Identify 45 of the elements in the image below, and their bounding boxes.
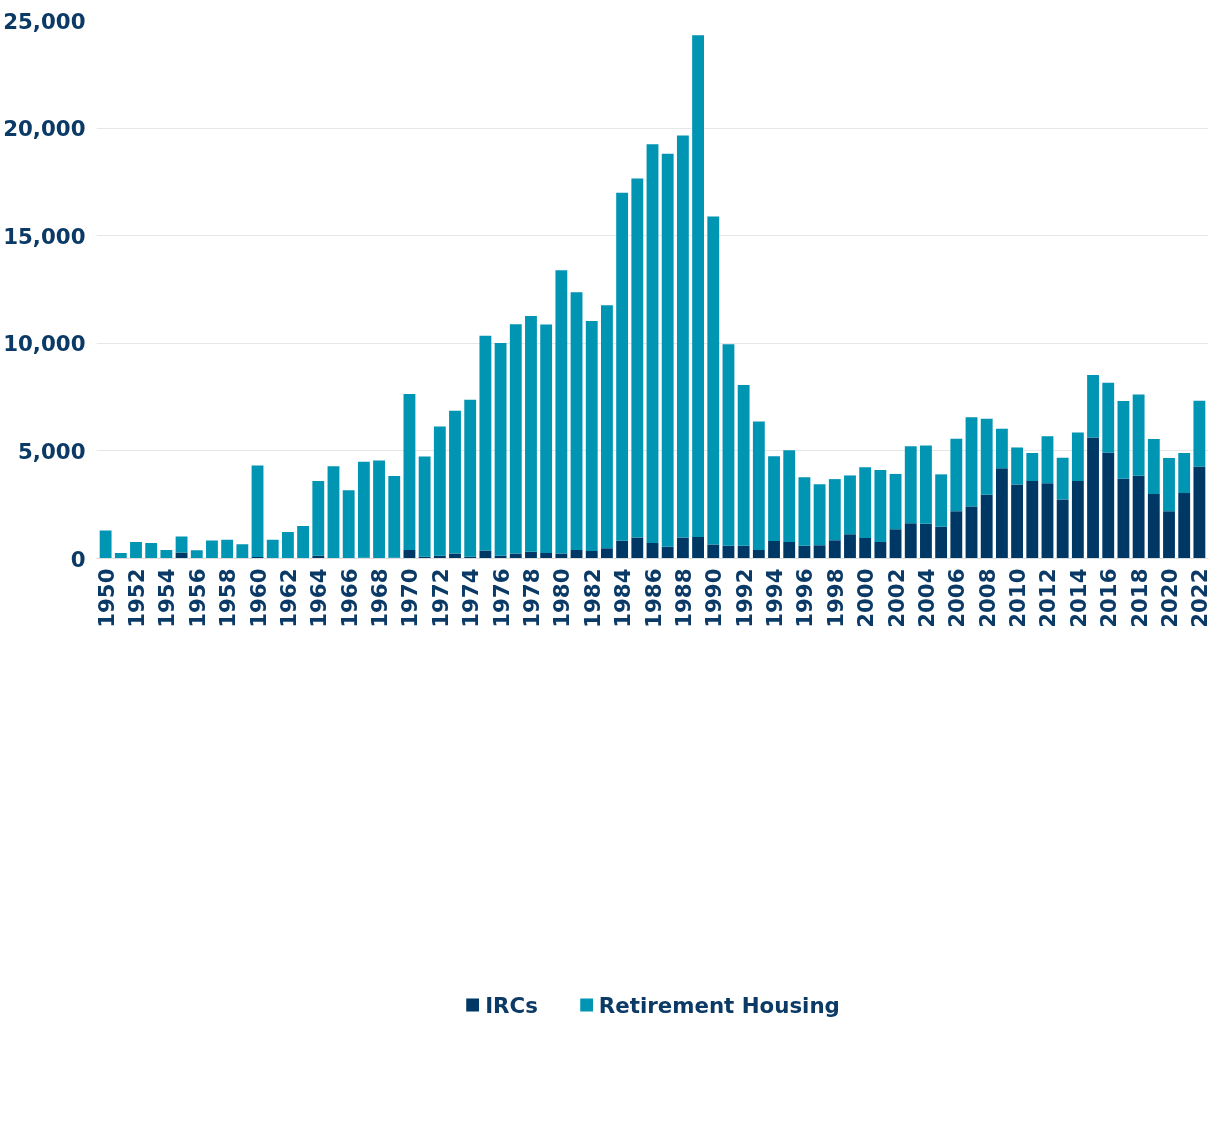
- x-tick-label: 2016: [1096, 568, 1122, 628]
- x-tick-label: 1984: [610, 568, 636, 628]
- x-tick-label: 2018: [1126, 568, 1152, 628]
- x-tick-label: 1980: [549, 568, 575, 628]
- x-tick-label: 1982: [579, 568, 605, 628]
- y-tick-label: 25,000: [3, 8, 86, 34]
- x-tick-label: 1950: [93, 568, 119, 628]
- x-tick-label: 2014: [1065, 568, 1091, 628]
- x-tick-label: 1998: [822, 568, 848, 628]
- x-tick-label: 1978: [518, 568, 544, 628]
- x-tick-label: 1970: [397, 568, 423, 628]
- legend-label: IRCs: [485, 992, 538, 1018]
- x-tick-label: 1972: [427, 568, 453, 628]
- x-tick-label: 2012: [1035, 568, 1061, 628]
- x-tick-label: 2010: [1005, 568, 1031, 628]
- x-tick-label: 1956: [184, 568, 210, 628]
- x-tick-label: 1954: [154, 568, 180, 628]
- legend-label: Retirement Housing: [598, 992, 840, 1018]
- x-tick-label: 2002: [883, 568, 909, 628]
- x-tick-label: 1994: [762, 568, 788, 628]
- x-tick-label: 2004: [913, 568, 939, 628]
- x-tick-label: 1974: [458, 568, 484, 628]
- x-tick-label: 2022: [1187, 568, 1212, 628]
- x-tick-label: 1968: [367, 568, 393, 628]
- x-tick-label: 1990: [701, 568, 727, 628]
- y-tick-label: 15,000: [3, 223, 86, 249]
- x-tick-label: 2006: [944, 568, 970, 628]
- y-tick-label: 10,000: [3, 331, 86, 357]
- y-tick-label: 20,000: [3, 116, 86, 142]
- x-tick-label: 1996: [792, 568, 818, 628]
- y-tick-label: 5,000: [18, 438, 86, 464]
- x-tick-label: 1992: [731, 568, 757, 628]
- x-tick-label: 1966: [336, 568, 362, 628]
- x-tick-label: 1958: [215, 568, 241, 628]
- x-tick-label: 1962: [275, 568, 301, 628]
- y-tick-label: 0: [70, 546, 86, 572]
- x-tick-label: 2000: [853, 568, 879, 628]
- x-tick-label: 1986: [640, 568, 666, 628]
- x-tick-label: 2008: [974, 568, 1000, 628]
- x-tick-label: 1988: [670, 568, 696, 628]
- x-tick-label: 1960: [245, 568, 271, 628]
- x-tick-label: 1964: [306, 568, 332, 628]
- x-tick-label: 1952: [124, 568, 149, 628]
- x-tick-label: 1976: [488, 568, 514, 628]
- x-tick-label: 2020: [1157, 568, 1182, 628]
